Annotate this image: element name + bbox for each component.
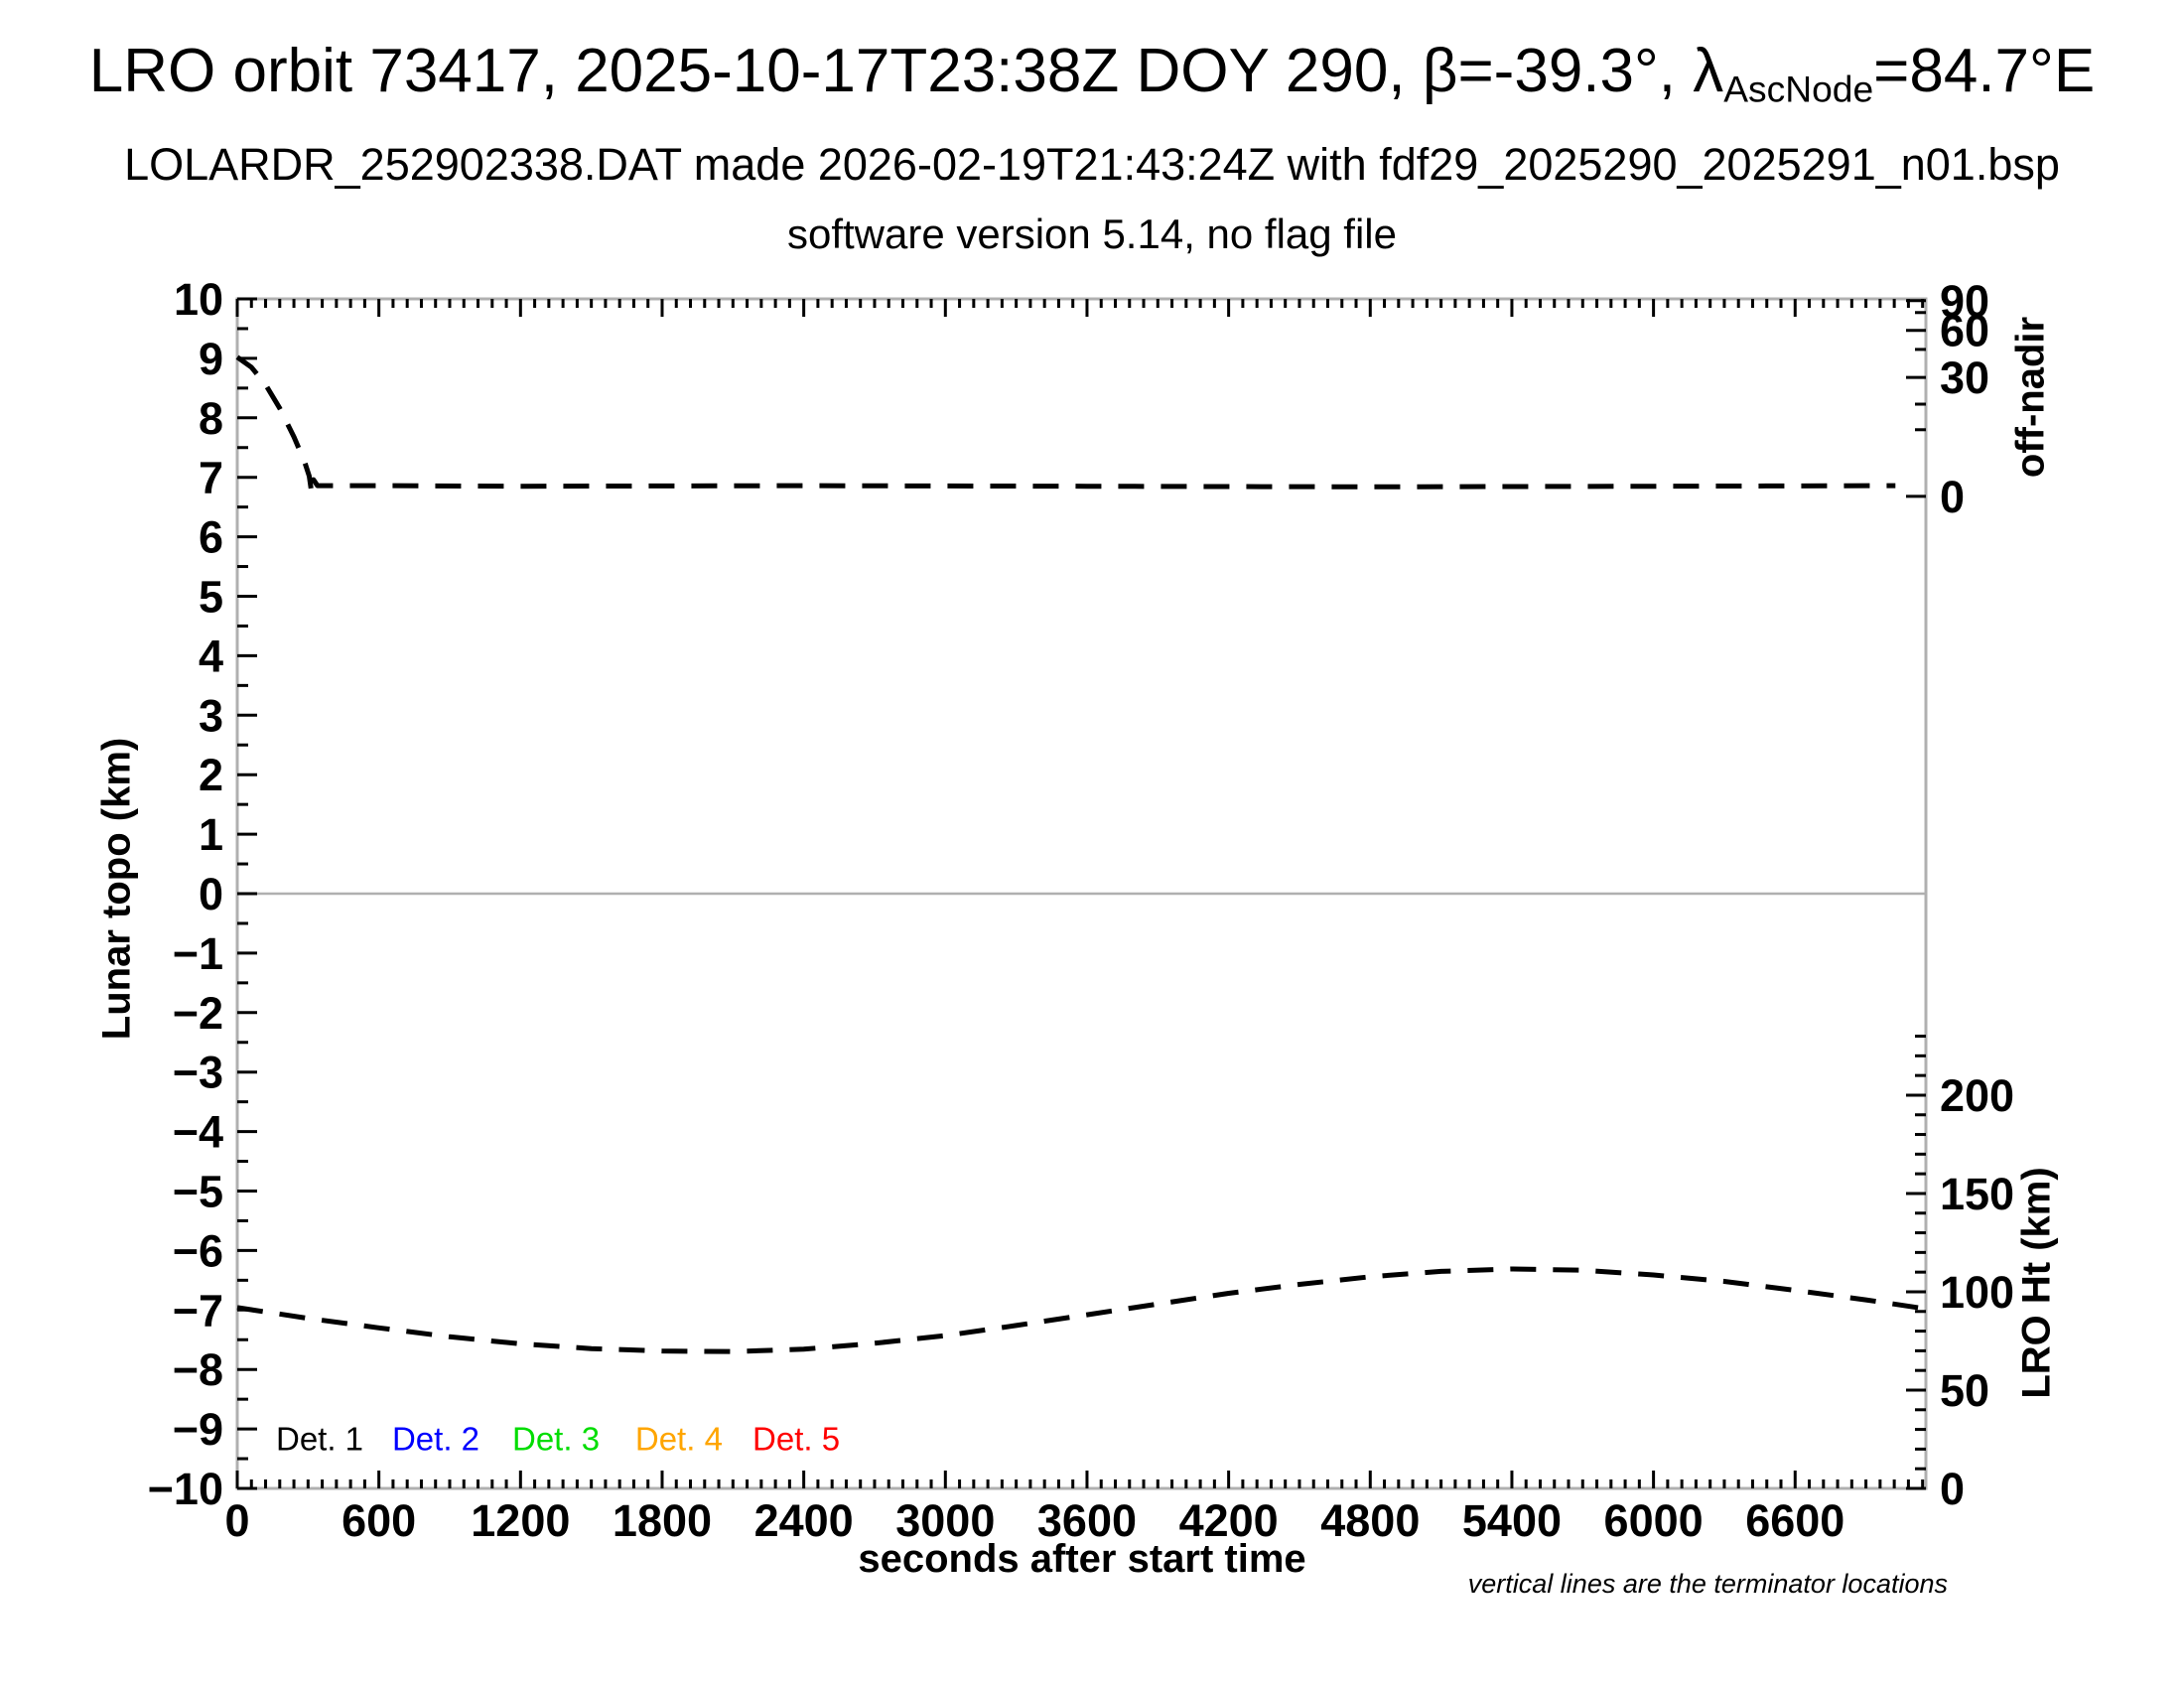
legend-item-2: Det. 2 <box>392 1420 479 1457</box>
left-tick-label: −9 <box>173 1404 223 1455</box>
lro-ht-tick-label: 0 <box>1940 1464 1965 1514</box>
left-tick-label: −3 <box>173 1048 223 1098</box>
left-tick-label: 3 <box>199 690 223 741</box>
left-tick-label: −8 <box>173 1344 223 1395</box>
left-tick-label: 1 <box>199 809 223 860</box>
title-subscript: AscNode <box>1723 68 1874 110</box>
x-tick-label: 0 <box>224 1495 249 1546</box>
x-tick-label: 5400 <box>1462 1495 1562 1546</box>
legend-item-5: Det. 5 <box>752 1420 840 1457</box>
left-tick-label: −7 <box>173 1285 223 1336</box>
legend-item-4: Det. 4 <box>635 1420 723 1457</box>
title-prefix: LRO orbit 73417, 2025-10-17T23:38Z DOY 2… <box>88 37 1724 105</box>
left-tick-label: 7 <box>199 453 223 503</box>
left-tick-label: −10 <box>148 1464 223 1514</box>
left-tick-label: 2 <box>199 750 223 800</box>
left-tick-label: 6 <box>199 512 223 563</box>
off-nadir-curve <box>235 354 1896 496</box>
x-tick-label: 4200 <box>1179 1495 1279 1546</box>
x-tick-label: 6600 <box>1745 1495 1844 1546</box>
lro-ht-tick-label: 200 <box>1940 1070 2014 1121</box>
off-nadir-tick-label: 0 <box>1940 472 1965 522</box>
terminator-footnote: vertical lines are the terminator locati… <box>1467 1569 1948 1599</box>
left-tick-label: 10 <box>174 274 223 325</box>
left-tick-label: 8 <box>199 393 223 444</box>
off-nadir-tick-label: 90 <box>1940 276 1989 327</box>
lro-ht-tick-label: 50 <box>1940 1365 1989 1416</box>
left-tick-label: −2 <box>173 988 223 1039</box>
left-tick-label: 4 <box>199 631 223 681</box>
left-tick-label: −1 <box>173 928 223 979</box>
title-suffix: =84.7°E <box>1873 37 2096 105</box>
x-tick-label: 600 <box>341 1495 416 1546</box>
page-title: LRO orbit 73417, 2025-10-17T23:38Z DOY 2… <box>0 36 2184 110</box>
x-tick-label: 1800 <box>613 1495 712 1546</box>
x-tick-label: 3000 <box>895 1495 995 1546</box>
subtitle-version-line: software version 5.14, no flag file <box>786 211 1397 257</box>
off-nadir-tick-label: 60 <box>1940 306 1989 356</box>
lro-ht-tick-label: 150 <box>1940 1169 2014 1219</box>
left-tick-label: 9 <box>199 334 223 384</box>
lro-height-curve <box>236 1266 1927 1354</box>
x-tick-label: 1200 <box>471 1495 570 1546</box>
x-tick-label: 4800 <box>1320 1495 1420 1546</box>
left-tick-label: 5 <box>199 572 223 623</box>
x-tick-label: 6000 <box>1604 1495 1704 1546</box>
off-nadir-tick-label: 30 <box>1940 352 1989 403</box>
subtitle-file-line: LOLARDR_252902338.DAT made 2026-02-19T21… <box>124 139 2060 190</box>
lro-ht-tick-label: 100 <box>1940 1267 2014 1318</box>
x-tick-label: 3600 <box>1037 1495 1137 1546</box>
left-tick-label: −5 <box>173 1167 223 1217</box>
left-tick-label: 0 <box>199 869 223 919</box>
legend-item-1: Det. 1 <box>276 1420 363 1457</box>
x-axis-title: seconds after start time <box>858 1537 1306 1581</box>
left-tick-label: −4 <box>173 1107 223 1158</box>
x-tick-label: 2400 <box>754 1495 854 1546</box>
left-tick-label: −6 <box>173 1225 223 1276</box>
legend-item-3: Det. 3 <box>512 1420 600 1457</box>
